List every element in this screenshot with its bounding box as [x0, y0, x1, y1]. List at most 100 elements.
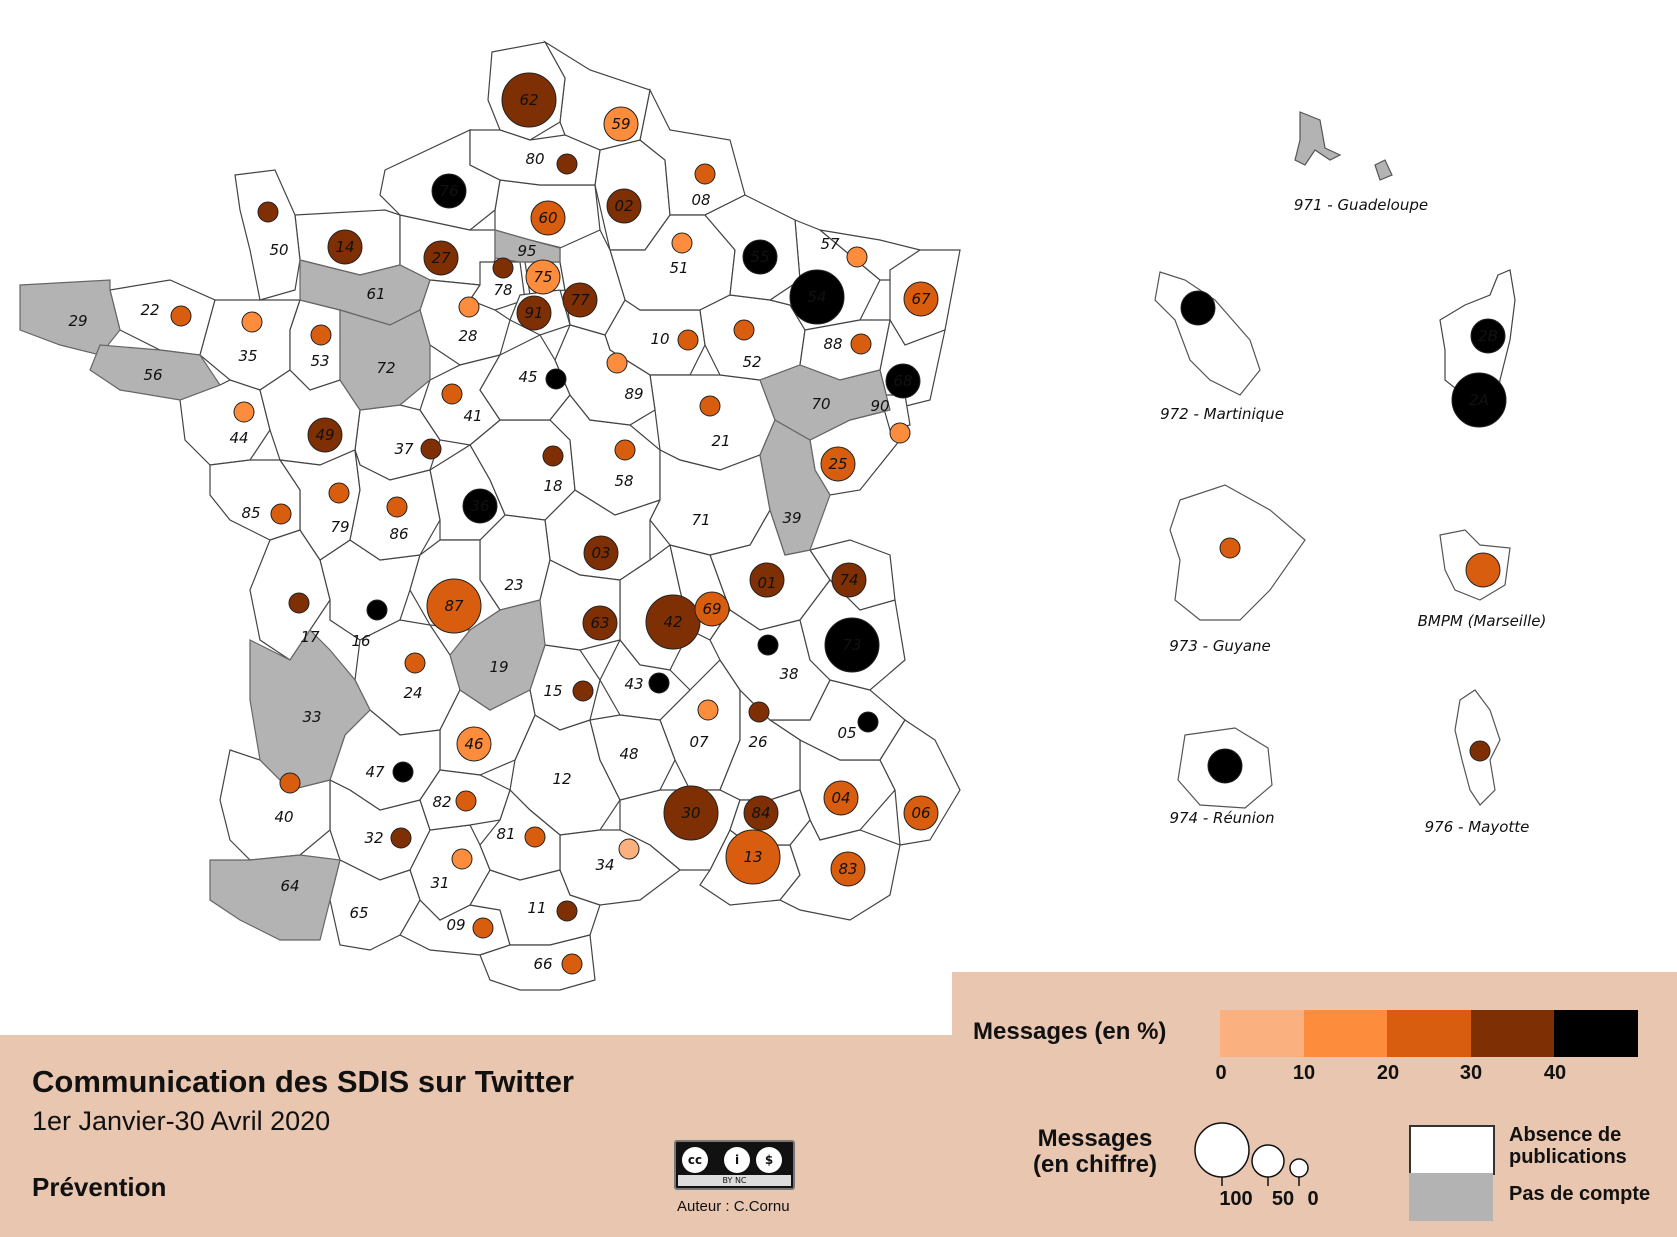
department-15-circle: [572, 680, 594, 702]
department-shapes: [109, 40, 1516, 991]
legend-tick-40: 40: [1543, 1062, 1567, 1084]
territory-973-label: 973 - Guyane: [1169, 637, 1271, 655]
department-59-label: 59: [611, 115, 630, 133]
department-36-label: 36: [470, 497, 489, 515]
department-88-circle: [850, 333, 872, 355]
legend-class-0-swatch: [1220, 1010, 1304, 1057]
territory-bmpm-label: BMPM (Marseille): [1418, 612, 1547, 630]
department-62-circle: [501, 72, 557, 128]
legend-size-label-0: 0: [1307, 1188, 1319, 1210]
size-circle-0: [1289, 1158, 1309, 1178]
department-46-circle: [456, 726, 492, 762]
legend-class-3-swatch: [1470, 1010, 1554, 1057]
legend-percent-title: Messages (en %): [973, 1018, 1167, 1045]
department-81-circle: [524, 826, 546, 848]
department-64-label: 64: [280, 877, 299, 895]
legend-size-label-100: 100: [1219, 1188, 1253, 1210]
map-subtitle: 1er Janvier-30 Avril 2020: [32, 1106, 331, 1136]
legend-tick-30: 30: [1459, 1062, 1483, 1084]
department-87-circle: [426, 578, 482, 634]
department-30-label: 30: [681, 804, 700, 822]
department-01-circle: [749, 562, 785, 598]
department-56-shape: [89, 344, 221, 401]
footer-band: [0, 1035, 1677, 1237]
department-63-circle: [582, 605, 618, 641]
department-91-circle: [516, 295, 552, 331]
department-33-shape: [249, 629, 371, 791]
department-02-label: 02: [614, 197, 633, 215]
department-41-label: 41: [463, 407, 482, 425]
legend-size-circles: [1194, 1122, 1309, 1186]
department-47-circle: [392, 761, 414, 783]
department-47-label: 47: [365, 763, 385, 781]
department-67-circle: [903, 281, 939, 317]
no-account-departments: [19, 229, 891, 941]
department-63-label: 63: [590, 614, 609, 632]
department-09-label: 09: [446, 916, 465, 934]
department-10-circle: [677, 329, 699, 351]
department-35-label: 35: [238, 347, 257, 365]
department-38-shape: [709, 609, 831, 721]
department-70-label: 70: [811, 395, 830, 413]
department-69-circle: [694, 591, 730, 627]
department-2B-circle: [1470, 318, 1506, 354]
department-44-label: 44: [229, 429, 248, 447]
department-06-circle: [903, 795, 939, 831]
department-59-circle: [603, 106, 639, 142]
department-88-label: 88: [823, 335, 842, 353]
department-71-shape: [649, 449, 771, 556]
territory-976-circle: [1469, 740, 1491, 762]
department-50-circle: [257, 201, 279, 223]
department-42-circle: [645, 594, 701, 650]
department-25-label: 25: [828, 455, 847, 473]
department-2A-label: 2A: [1469, 391, 1489, 409]
department-34-circle: [618, 838, 640, 860]
department-82-label: 82: [432, 793, 451, 811]
department-29-label: 29: [68, 312, 87, 330]
department-38-circle: [757, 634, 779, 656]
person-icon: i: [724, 1147, 750, 1173]
department-45-label: 45: [518, 368, 537, 386]
department-05-circle: [857, 711, 879, 733]
department-77-label: 77: [570, 291, 590, 309]
department-73-label: 73: [842, 636, 861, 654]
department-40-label: 40: [274, 808, 293, 826]
department-66-circle: [561, 953, 583, 975]
legend-nocount-swatch: [1409, 1173, 1493, 1221]
map-theme: Prévention: [32, 1172, 167, 1202]
department-21-circle: [699, 395, 721, 417]
legend-class-1-swatch: [1303, 1010, 1387, 1057]
department-82-circle: [455, 790, 477, 812]
department-57-label: 57: [820, 235, 840, 253]
territory-974-label: 974 - Réunion: [1169, 809, 1274, 827]
department-2A-circle: [1451, 372, 1507, 428]
department-85-circle: [270, 503, 292, 525]
department-35-circle: [241, 311, 263, 333]
legend-tick-0: 0: [1215, 1062, 1227, 1084]
department-87-label: 87: [444, 597, 464, 615]
department-76-circle: [431, 173, 467, 209]
department-90-label: 90: [870, 397, 889, 415]
department-48-label: 48: [619, 745, 638, 763]
department-62-label: 62: [519, 91, 538, 109]
department-13-label: 13: [743, 848, 762, 866]
department-37-circle: [420, 438, 442, 460]
department-75-label: 75: [533, 268, 552, 286]
department-89-circle: [606, 352, 628, 374]
department-78-label: 78: [493, 281, 512, 299]
department-19-shape: [449, 599, 546, 711]
department-64-shape: [209, 854, 341, 941]
department-03-circle: [583, 535, 619, 571]
department-79-label: 79: [330, 518, 349, 536]
department-17-label: 17: [300, 628, 320, 646]
department-78-circle: [492, 257, 514, 279]
department-60-circle: [530, 200, 566, 236]
department-84-circle: [743, 795, 779, 831]
department-12-label: 12: [552, 770, 571, 788]
department-27-label: 27: [431, 249, 451, 267]
legend-class-2-swatch: [1387, 1010, 1471, 1057]
department-51-label: 51: [669, 259, 688, 277]
department-33-label: 33: [302, 708, 321, 726]
department-85-shape: [209, 459, 301, 541]
